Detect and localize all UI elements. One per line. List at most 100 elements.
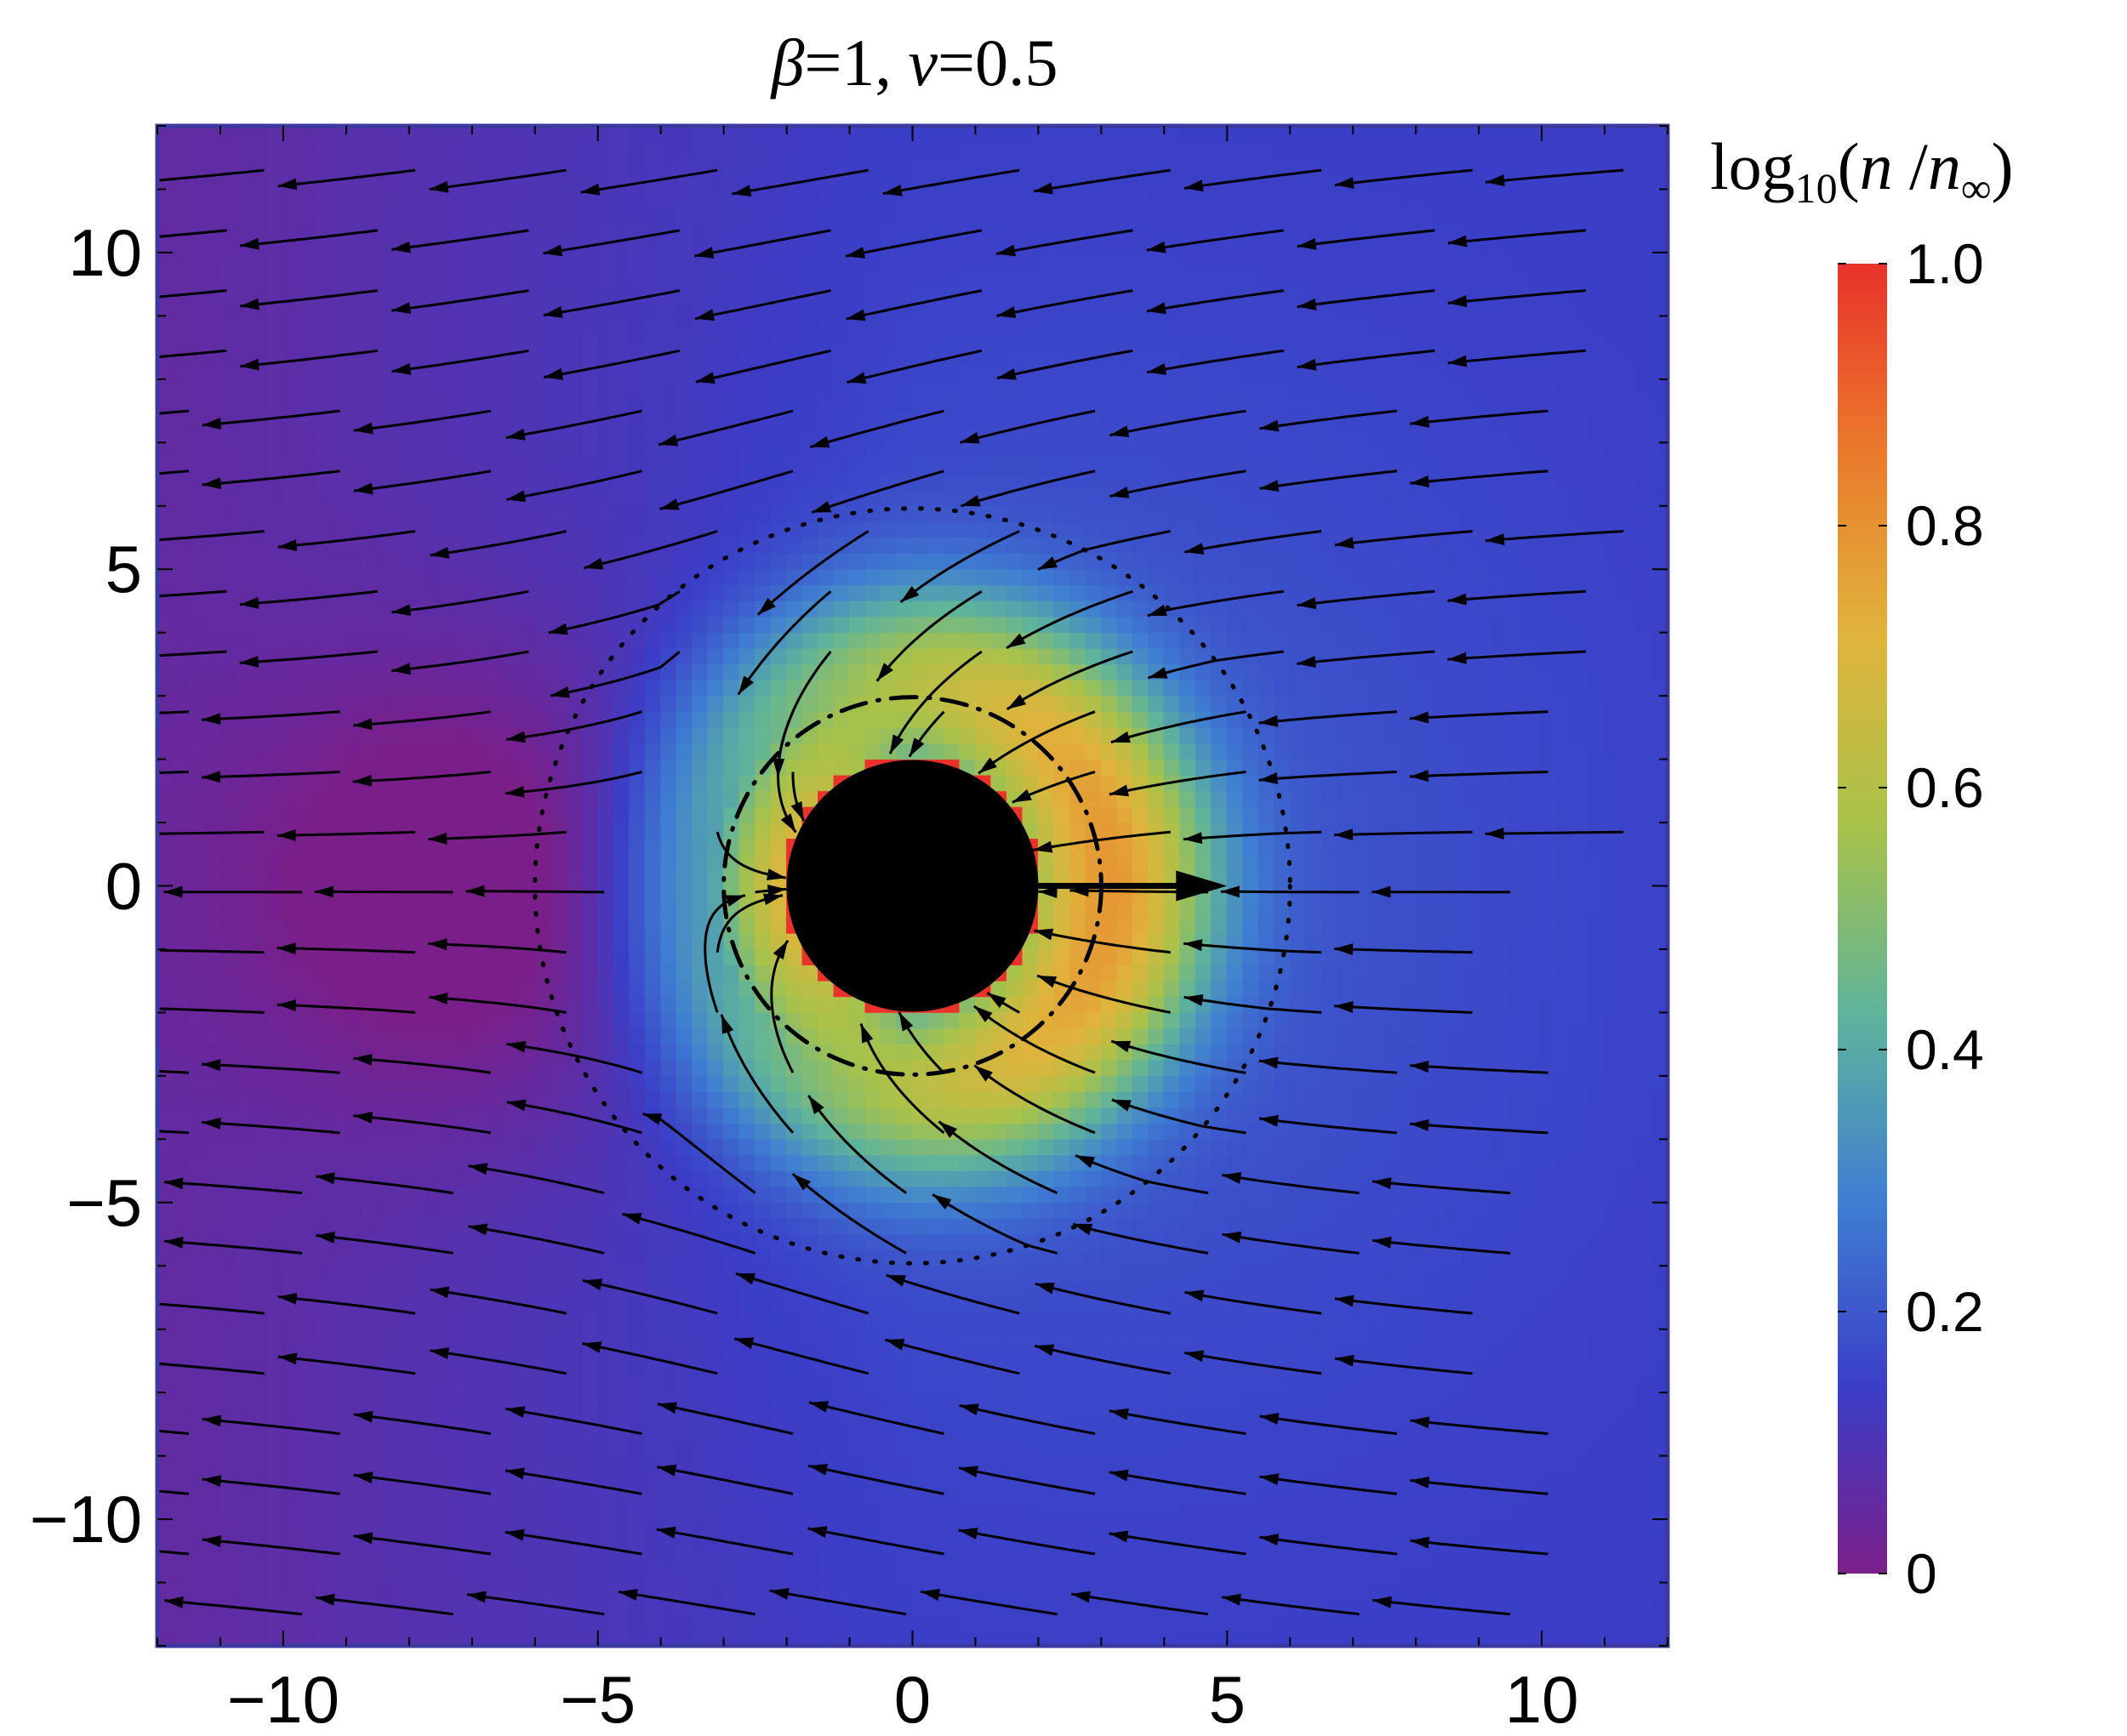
field-cell [660,1281,677,1298]
field-cell [660,331,677,348]
field-cell [943,1027,961,1045]
field-cell [597,1312,614,1330]
field-cell [455,838,473,855]
field-cell [518,901,536,919]
field-cell [377,315,394,333]
field-cell [597,1233,614,1251]
field-cell [203,1011,221,1029]
field-cell [345,680,362,697]
field-cell [235,885,253,902]
field-cell [581,1550,599,1568]
field-cell [692,1123,709,1140]
field-cell [581,505,599,522]
field-cell [896,1296,913,1314]
field-cell [723,965,740,982]
field-cell [723,1439,740,1456]
field-cell [487,663,505,680]
field-cell [613,1518,630,1536]
field-cell [818,458,835,475]
field-cell [266,568,284,586]
field-cell [881,252,898,269]
field-cell [440,711,457,728]
field-cell [518,616,536,634]
field-cell [172,822,190,840]
field-cell [487,838,505,855]
field-cell [534,838,551,855]
field-cell [251,252,268,269]
field-cell [550,1296,567,1314]
field-cell [644,743,662,760]
field-cell [172,616,190,634]
field-cell [660,458,677,475]
field-cell [818,695,835,713]
field-cell [503,1138,520,1156]
field-cell [644,126,662,142]
field-cell [424,1423,442,1441]
field-cell [220,616,237,634]
field-cell [723,299,740,316]
field-cell [818,759,835,776]
field-cell [377,1044,394,1061]
field-cell [801,1534,819,1551]
field-cell [581,141,599,158]
field-cell [707,1582,725,1599]
field-cell [377,252,394,269]
field-cell [738,1408,756,1425]
field-cell [298,869,316,886]
field-cell [581,1011,599,1029]
field-cell [660,1550,677,1568]
field-cell [440,283,457,301]
field-cell [692,1344,709,1362]
field-cell [738,695,756,713]
field-cell [833,726,851,744]
field-cell [172,157,190,174]
field-cell [597,489,614,507]
field-cell [157,1138,174,1156]
field-cell [377,1344,394,1362]
field-cell [455,1027,473,1045]
field-cell [676,236,693,253]
field-cell [518,1027,536,1045]
field-cell [408,759,425,776]
field-cell [566,759,583,776]
field-cell [361,885,379,902]
field-cell [833,126,851,142]
field-cell [266,394,284,412]
field-cell [361,489,379,507]
field-cell [282,126,299,142]
field-cell [471,1027,488,1045]
field-cell [503,410,520,428]
field-cell [566,1597,583,1615]
field-cell [266,838,284,855]
field-cell [581,805,599,823]
field-cell [881,521,898,538]
field-cell [282,1154,299,1171]
field-cell [377,869,394,886]
field-cell [172,379,190,396]
field-cell [581,980,599,998]
field-cell [581,331,599,348]
field-cell [707,331,725,348]
field-cell [203,426,221,443]
field-cell [424,774,442,792]
field-cell [770,584,788,601]
field-cell [345,885,362,902]
field-cell [818,1202,835,1219]
field-cell [329,584,347,601]
field-cell [188,1138,205,1156]
field-cell [172,474,190,491]
field-cell [818,616,835,634]
field-cell [220,204,237,222]
field-cell [235,505,253,522]
field-cell [377,1518,394,1536]
field-cell [266,1629,284,1646]
field-cell [408,204,425,222]
field-cell [613,1376,630,1393]
field-cell [298,965,316,982]
field-cell [881,1502,898,1520]
field-cell [660,441,677,459]
field-cell [282,1044,299,1061]
field-cell [755,236,772,253]
field-cell [566,188,583,206]
field-cell [801,204,819,222]
